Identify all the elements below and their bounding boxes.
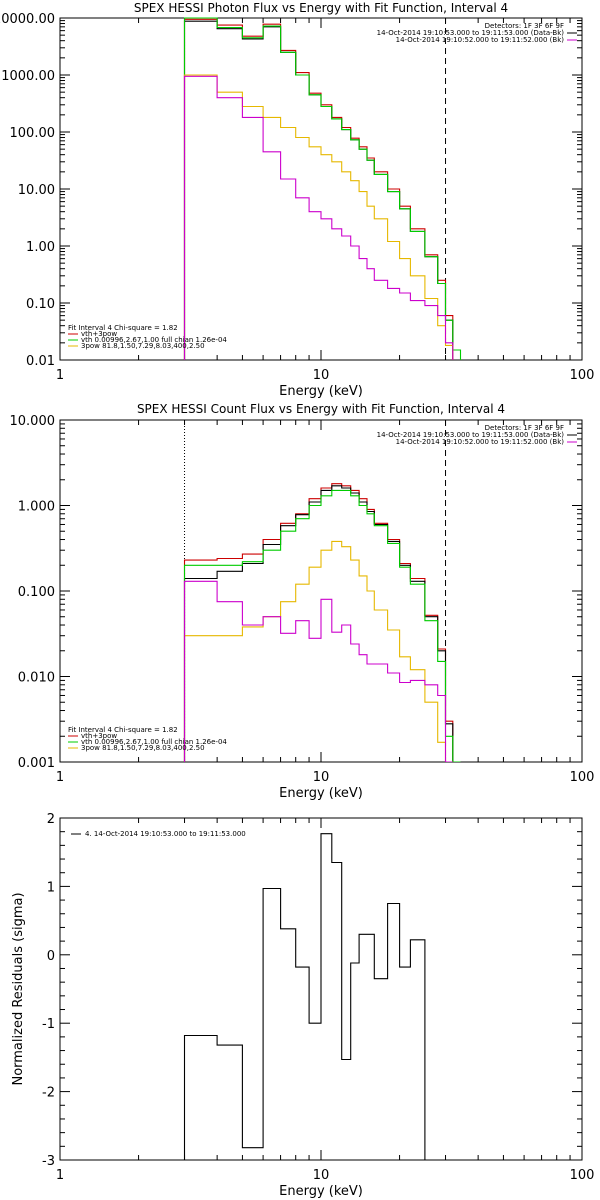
y-tick-label: 0.010 (18, 671, 55, 686)
top-left-legend: 4. 14-Oct-2014 19:10:53.000 to 19:11:53.… (71, 830, 246, 838)
legend-entry: vth 0.00996,2.67,1.00 full chian 1.26e-0… (81, 738, 227, 746)
y-tick-label: 10000.00 (0, 12, 55, 27)
legend-entry: Detectors: 1F 3F 6F 9F (485, 424, 564, 432)
legend-entry: Detectors: 1F 3F 6F 9F (485, 22, 564, 30)
chart-title: SPEX HESSI Photon Flux vs Energy with Fi… (134, 1, 508, 15)
x-axis-title: Energy (keV) (279, 1184, 363, 1199)
series-line-1 (183, 18, 454, 360)
legend-entry: Fit Interval 4 Chi-square = 1.82 (68, 726, 178, 734)
y-tick-label: 0.10 (26, 297, 55, 312)
y-tick-label: 1000.00 (1, 69, 55, 84)
legend-entry: 14-Oct-2014 19:10:52.000 to 19:11:52.000… (396, 36, 565, 44)
x-axis: 1 10 100 Energy (keV) (56, 420, 595, 801)
x-tick-label: 100 (570, 770, 595, 785)
y-tick-label: -2 (42, 1086, 55, 1101)
y-tick-label: 0 (47, 949, 55, 964)
series-group (183, 833, 438, 1160)
series-group (183, 483, 461, 762)
y-tick-label: 0.001 (18, 756, 55, 771)
series-line-1 (183, 483, 454, 762)
x-axis: 1 10 100 Energy (keV) (56, 818, 595, 1199)
legend-entry: vth 0.00996,2.67,1.00 full chian 1.26e-0… (81, 336, 227, 344)
y-tick-label: -1 (42, 1017, 55, 1032)
series-line-4 (183, 540, 453, 762)
series-line-2 (183, 485, 454, 762)
x-tick-label: 1 (56, 770, 64, 785)
y-tick-label: 10.00 (18, 183, 55, 198)
x-tick-label: 10 (313, 368, 330, 383)
legend-entry: vth+3pow (81, 732, 117, 740)
y-axis: 0.001 0.010 0.100 1.000 10.000 (10, 414, 582, 771)
legend-entry: vth+3pow (81, 330, 117, 338)
y-tick-label: 100.00 (10, 126, 56, 141)
x-tick-label: 1 (56, 368, 64, 383)
series-line-2 (183, 20, 454, 360)
chart-title: SPEX HESSI Count Flux vs Energy with Fit… (137, 402, 505, 416)
x-axis-title: Energy (keV) (279, 384, 363, 399)
legend-entry: 3pow 81.8,1.50,7.29,8.03,400,2.50 (81, 342, 205, 350)
x-tick-label: 1 (56, 1168, 64, 1183)
series-line-1 (183, 833, 438, 1160)
bottom-left-legend: Fit Interval 4 Chi-square = 1.82vth+3pow… (68, 324, 227, 350)
chart-panel-1: SPEX HESSI Photon Flux vs Energy with Fi… (0, 1, 594, 399)
plot-frame (59, 17, 583, 361)
series-line-5 (183, 75, 454, 360)
x-tick-label: 100 (570, 1168, 595, 1183)
bottom-left-legend: Fit Interval 4 Chi-square = 1.82vth+3pow… (68, 726, 227, 752)
x-axis-title: Energy (keV) (279, 786, 363, 801)
legend-entry: Fit Interval 4 Chi-square = 1.82 (68, 324, 178, 332)
x-axis: 1 10 100 Energy (keV) (56, 18, 595, 399)
x-tick-label: 100 (570, 368, 595, 383)
y-tick-label: 1 (47, 880, 55, 895)
y-tick-label: 0.100 (18, 585, 55, 600)
y-tick-label: 1.000 (18, 500, 55, 515)
series-line-3 (183, 489, 461, 762)
plot-frame (59, 419, 583, 763)
y-tick-label: 1.00 (26, 240, 55, 255)
y-axis: -3 -2 -1 0 1 2 Normalized Residuals (sigma) (11, 812, 582, 1169)
y-tick-label: 0.01 (26, 354, 55, 369)
series-line-4 (183, 74, 454, 360)
y-axis: 0.01 0.10 1.00 10.00 100.00 1000.00 10000.00 (0, 12, 582, 369)
series-group (183, 17, 462, 360)
chart-panel-3: 1 10 100 Energy (keV) -3 -2 -1 0 1 2 Normalized Re… (11, 812, 594, 1199)
legend-entry: 4. 14-Oct-2014 19:10:53.000 to 19:11:53.… (85, 830, 246, 838)
y-tick-label: -3 (42, 1154, 55, 1169)
y-tick-label: 10.000 (10, 414, 56, 429)
y-tick-label: 2 (47, 812, 55, 827)
legend-entry: 14-Oct-2014 19:10:53.000 to 19:11:53.000… (377, 29, 565, 37)
y-axis-title: Normalized Residuals (sigma) (11, 892, 26, 1085)
x-tick-label: 10 (313, 770, 330, 785)
series-line-3 (183, 17, 462, 360)
legend-entry: 3pow 81.8,1.50,7.29,8.03,400,2.50 (81, 744, 205, 752)
series-line-5 (183, 580, 453, 762)
x-tick-label: 10 (313, 1168, 330, 1183)
legend-entry: 14-Oct-2014 19:10:52.000 to 19:11:52.000… (396, 438, 565, 446)
chart-panel-2: SPEX HESSI Count Flux vs Energy with Fit… (10, 402, 595, 801)
legend-entry: 14-Oct-2014 19:10:53.000 to 19:11:53.000… (377, 431, 565, 439)
